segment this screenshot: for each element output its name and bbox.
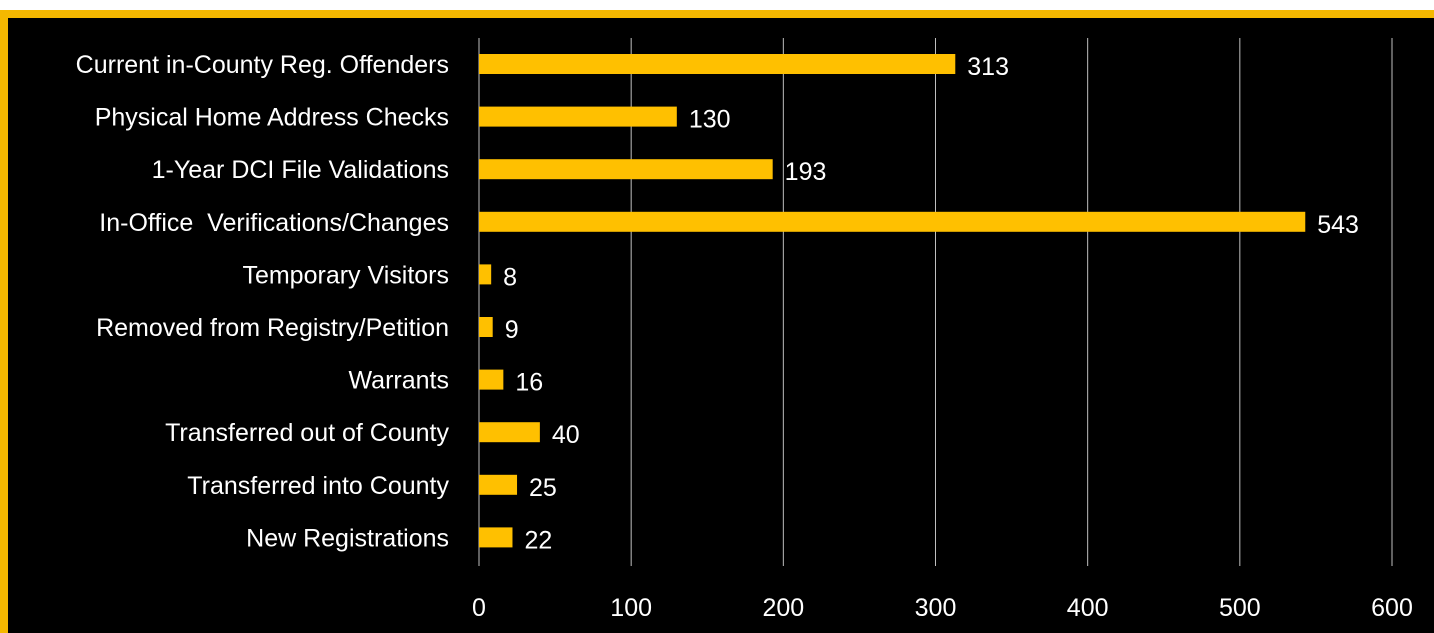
x-tick-label: 200 [762, 594, 804, 622]
bar [479, 264, 492, 285]
labels: 0 100 200 300 400 500 600 Current in-County Reg… [76, 51, 1413, 622]
category-label: Warrants [349, 367, 449, 395]
x-tick-label: 100 [610, 594, 652, 622]
bar [479, 369, 504, 390]
bar [479, 159, 773, 180]
category-label: Current in-County Reg. Offenders [76, 51, 449, 79]
bar [479, 211, 1306, 232]
value-label: 130 [689, 106, 731, 134]
category-label: Temporary Visitors [242, 261, 449, 289]
category-label: Transferred into County [187, 472, 449, 500]
x-tick-label: 600 [1371, 594, 1413, 622]
x-tick-label: 400 [1067, 594, 1109, 622]
bar [479, 106, 677, 127]
category-label: Removed from Registry/Petition [96, 314, 449, 342]
x-tick-label: 500 [1219, 594, 1261, 622]
value-label: 22 [524, 526, 552, 554]
value-label: 9 [505, 316, 519, 344]
value-label: 193 [785, 158, 827, 186]
bar [479, 474, 518, 495]
value-label: 16 [515, 369, 543, 397]
bar [479, 422, 540, 443]
value-label: 25 [529, 474, 557, 502]
chart-border-left [0, 10, 8, 633]
category-label: Physical Home Address Checks [95, 104, 449, 132]
value-label: 8 [503, 263, 517, 291]
value-label: 40 [552, 421, 580, 449]
x-tick-label: 0 [472, 594, 486, 622]
category-label: New Registrations [246, 524, 449, 552]
bar [479, 527, 513, 548]
category-label: 1-Year DCI File Validations [152, 156, 449, 184]
category-label: In-Office Verifications/Changes [99, 209, 449, 237]
bar [479, 54, 956, 74]
value-label: 313 [967, 53, 1009, 81]
category-label: Transferred out of County [165, 419, 449, 447]
x-tick-label: 300 [915, 594, 957, 622]
bars [479, 54, 1306, 548]
value-label: 543 [1317, 211, 1359, 239]
chart-border-top [0, 10, 1434, 18]
bar [479, 317, 493, 337]
top-strip [0, 0, 1434, 10]
